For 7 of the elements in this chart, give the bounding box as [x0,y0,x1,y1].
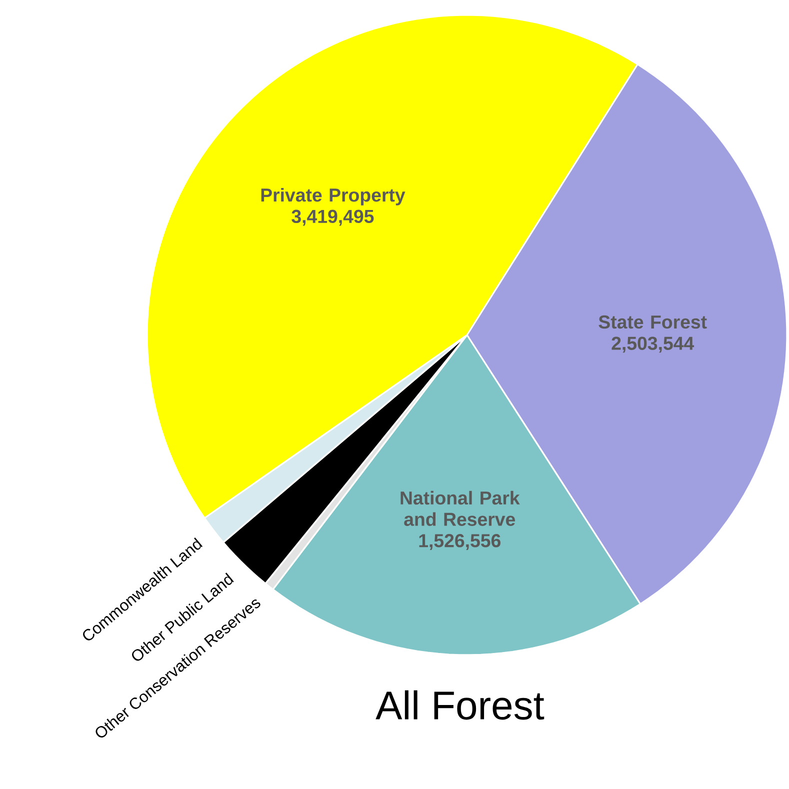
data-label: 1,526,556 [419,534,500,550]
text: All Forest [376,690,544,720]
data-label: 2,503,544 [612,336,694,353]
data-label: 3,419,495 [292,210,374,226]
slice-label: State Forest [598,315,707,329]
slice-label: National Park and Reserve [400,490,520,526]
slice-label: Private Property [261,188,406,206]
